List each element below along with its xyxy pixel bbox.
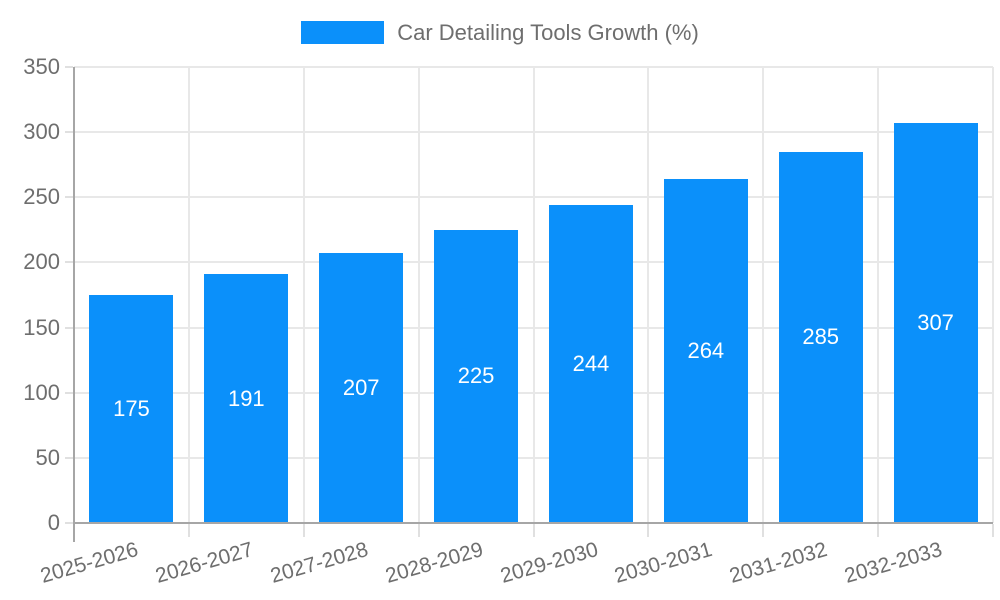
x-tick [762,524,765,537]
bar-value-label: 225 [457,363,495,389]
x-tick [647,524,650,537]
bar: 285 [778,151,863,523]
x-axis-tick-label: 2028-2029 [382,538,486,588]
bar: 264 [663,179,748,523]
bar: 207 [319,253,404,523]
y-tick [65,261,73,264]
y-tick [65,456,73,459]
x-tick [187,524,190,537]
y-axis-tick-label: 150 [23,314,60,340]
y-tick [65,196,73,199]
legend-swatch [301,20,385,44]
v-gridline [877,67,880,523]
y-tick [65,326,73,329]
bar-value-label: 175 [113,396,150,421]
y-axis-tick-label: 200 [23,249,60,275]
v-gridline [302,67,305,523]
v-gridline [417,67,420,523]
x-tick [992,524,994,537]
x-axis-tick-label: 2030-2031 [612,538,716,588]
y-tick [65,66,73,68]
x-axis-tick-label: 2026-2027 [152,538,256,588]
x-axis-tick-label: 2031-2032 [727,538,831,588]
x-tick [73,524,75,542]
y-axis-tick-label: 300 [23,119,60,145]
bar-value-label: 285 [802,324,840,350]
y-tick [65,131,73,134]
bar: 307 [893,123,978,523]
y-axis-tick-label: 350 [23,54,60,79]
y-axis-line [72,67,75,524]
x-tick [532,524,535,537]
y-axis-tick-label: 250 [23,184,60,210]
v-gridline [762,67,765,523]
v-gridline [992,67,994,523]
x-axis-tick-label: 2027-2028 [267,538,371,588]
bar: 191 [204,274,289,523]
legend-item[interactable]: Car Detailing Tools Growth (%) [0,18,1000,46]
bar-value-label: 191 [227,385,265,411]
x-axis-tick-label: 2025-2026 [37,538,141,588]
x-tick [302,524,305,537]
bar-value-label: 307 [917,310,954,335]
bar-value-label: 244 [572,351,610,377]
legend-label: Car Detailing Tools Growth (%) [397,19,699,45]
y-axis-tick-label: 50 [35,444,60,470]
x-axis-line [74,521,993,524]
v-gridline [532,67,535,523]
bar: 244 [548,205,633,523]
v-gridline [647,67,650,523]
x-tick [877,524,880,537]
y-tick [65,522,73,524]
bar: 225 [434,229,519,523]
x-axis-tick-label: 2029-2030 [497,538,601,588]
x-tick [417,524,420,537]
y-axis-tick-label: 0 [47,510,60,535]
x-axis-tick-label: 2032-2033 [842,538,945,588]
bar-value-label: 207 [342,375,380,401]
bar-value-label: 264 [687,338,725,363]
bar: 175 [89,295,174,523]
v-gridline [187,67,190,523]
y-axis-tick-label: 100 [23,379,60,405]
y-tick [65,391,73,394]
